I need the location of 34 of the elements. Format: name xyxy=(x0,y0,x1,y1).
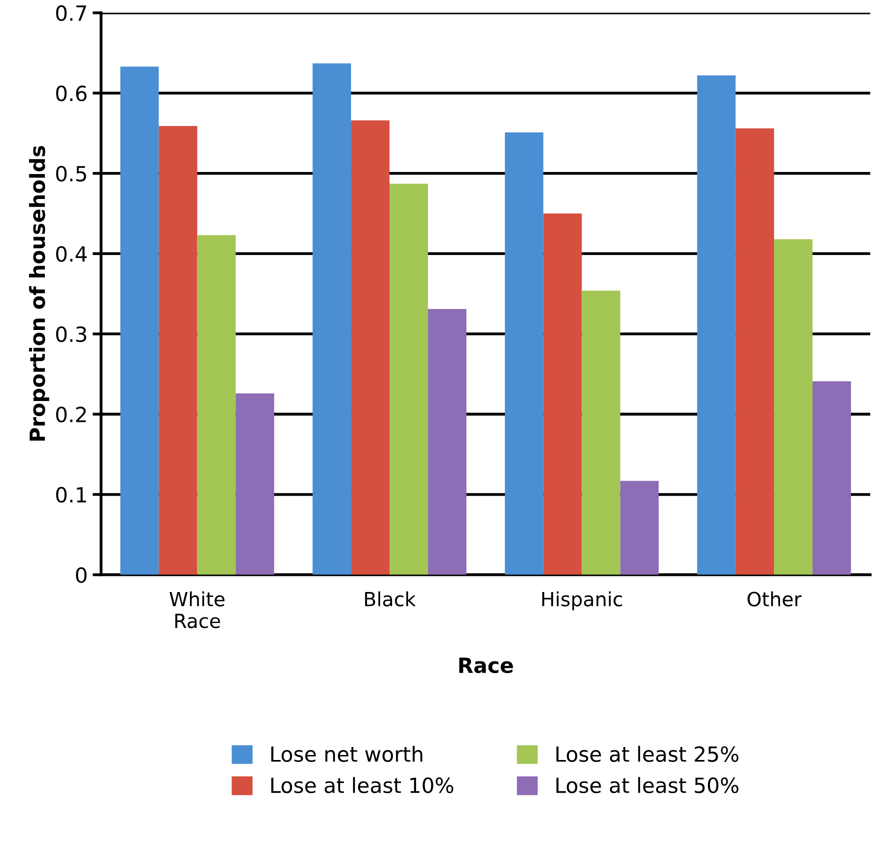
bar xyxy=(312,63,352,575)
bar xyxy=(236,393,274,575)
bar xyxy=(390,184,428,575)
bar xyxy=(736,128,774,575)
y-tick-label: 0.4 xyxy=(56,246,87,262)
bar xyxy=(504,132,544,575)
x-tick-label: Hispanic xyxy=(542,591,622,610)
x-tick-label: Other xyxy=(748,591,802,606)
bar xyxy=(351,120,390,575)
bar xyxy=(774,239,813,575)
x-tick-label: Black xyxy=(365,591,416,606)
legend-label: Lose at least 25% xyxy=(556,746,738,762)
y-tick-label: 0 xyxy=(76,567,87,583)
bar xyxy=(428,309,466,575)
y-tick-label: 0.7 xyxy=(56,5,86,22)
bar xyxy=(620,480,659,575)
x-tick-label: White Race xyxy=(170,591,224,628)
bar xyxy=(197,235,236,575)
bar xyxy=(697,75,736,575)
bar xyxy=(543,214,582,575)
bar xyxy=(158,126,198,575)
bar xyxy=(812,381,851,575)
y-tick-label: 0.3 xyxy=(56,326,86,342)
legend-label: Lose net worth xyxy=(271,746,422,762)
y-tick-label: 0.6 xyxy=(56,86,87,102)
y-tick-label: 0.2 xyxy=(56,406,86,422)
y-tick-label: 0.5 xyxy=(56,166,86,182)
y-tick-label: 0.1 xyxy=(56,486,86,503)
bar xyxy=(582,290,620,575)
bar xyxy=(120,66,159,575)
y-axis-title: Proportion of households xyxy=(29,146,50,441)
x-axis-title: Race xyxy=(459,658,513,674)
legend-label: Lose at least 10% xyxy=(271,777,454,794)
legend-label: Lose at least 50% xyxy=(556,777,738,794)
